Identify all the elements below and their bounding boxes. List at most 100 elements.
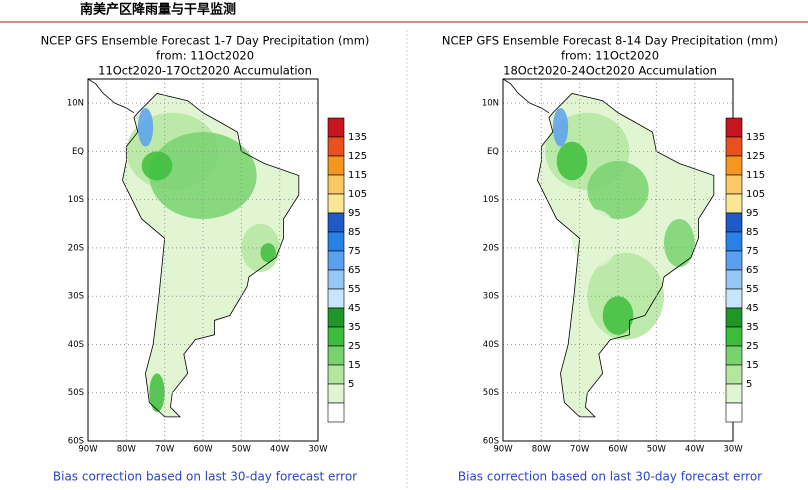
colorbar-label: 135 bbox=[348, 132, 367, 143]
lat-label: 50S bbox=[483, 388, 499, 398]
colorbar-swatch bbox=[327, 402, 345, 423]
panel-title: NCEP GFS Ensemble Forecast 8-14 Day Prec… bbox=[442, 34, 778, 48]
colorbar-label: 45 bbox=[348, 303, 361, 314]
colorbar-swatch bbox=[725, 193, 743, 214]
colorbar-swatch bbox=[327, 307, 345, 328]
colorbar-label: 95 bbox=[746, 208, 759, 219]
colorbar-swatch bbox=[327, 136, 345, 157]
rain-area bbox=[587, 161, 649, 219]
lon-label: 40W bbox=[685, 445, 705, 455]
colorbar-swatch bbox=[327, 288, 345, 309]
colorbar-label: 15 bbox=[746, 360, 759, 371]
colorbar-label: 35 bbox=[348, 322, 361, 333]
lat-label: EQ bbox=[487, 147, 499, 157]
colorbar-swatch bbox=[725, 117, 743, 138]
lat-label: 30S bbox=[483, 292, 499, 302]
lat-label: 20S bbox=[68, 243, 84, 253]
colorbar-label: 85 bbox=[348, 227, 361, 238]
colorbar-label: 125 bbox=[746, 151, 765, 162]
colorbar-label: 135 bbox=[746, 132, 765, 143]
lat-label: EQ bbox=[72, 147, 84, 157]
map-frame bbox=[87, 78, 319, 442]
rain-area bbox=[556, 141, 588, 181]
colorbar-swatch bbox=[327, 231, 345, 252]
footnote: Bias correction based on last 30-day for… bbox=[53, 470, 357, 484]
footnote: Bias correction based on last 30-day for… bbox=[458, 470, 762, 484]
rain-area bbox=[552, 107, 569, 147]
colorbar-swatch bbox=[327, 117, 345, 138]
colorbar-label: 105 bbox=[348, 189, 367, 200]
colorbar-swatch bbox=[725, 345, 743, 366]
colorbar-swatch bbox=[327, 383, 345, 404]
lon-label: 30W bbox=[308, 445, 328, 455]
colorbar-swatch bbox=[327, 269, 345, 290]
lat-label: 10S bbox=[68, 195, 84, 205]
colorbar-label: 75 bbox=[348, 246, 361, 257]
lon-label: 80W bbox=[532, 445, 552, 455]
colorbar-swatch bbox=[327, 345, 345, 366]
colorbar-swatch bbox=[327, 364, 345, 385]
colorbar-swatch bbox=[327, 193, 345, 214]
colorbar-swatch bbox=[327, 174, 345, 195]
colorbar-label: 115 bbox=[348, 170, 367, 181]
colorbar-swatch bbox=[327, 250, 345, 271]
lon-label: 50W bbox=[647, 445, 667, 455]
map bbox=[88, 79, 300, 418]
colorbar-label: 35 bbox=[746, 322, 759, 333]
lon-label: 80W bbox=[117, 445, 137, 455]
colorbar-label: 95 bbox=[348, 208, 361, 219]
rain-area bbox=[137, 107, 154, 147]
lon-label: 70W bbox=[155, 445, 175, 455]
colorbar-label: 45 bbox=[746, 303, 759, 314]
colorbar-swatch bbox=[725, 136, 743, 157]
panel-title: NCEP GFS Ensemble Forecast 1-7 Day Preci… bbox=[41, 34, 370, 48]
colorbar-swatch bbox=[725, 174, 743, 195]
lat-label: 40S bbox=[68, 340, 84, 350]
colorbar-label: 115 bbox=[746, 170, 765, 181]
coastline bbox=[503, 79, 550, 114]
colorbar-label: 85 bbox=[746, 227, 759, 238]
rain-area bbox=[572, 209, 618, 268]
colorbar-swatch bbox=[725, 288, 743, 309]
colorbar-swatch bbox=[725, 383, 743, 404]
coastline bbox=[88, 79, 135, 114]
header-title: 南美产区降雨量与干旱监测 bbox=[80, 2, 236, 18]
colorbar-label: 15 bbox=[348, 360, 361, 371]
colorbar-label: 65 bbox=[746, 265, 759, 276]
lon-label: 30W bbox=[723, 445, 743, 455]
lat-label: 10N bbox=[482, 99, 499, 109]
lat-label: 30S bbox=[68, 292, 84, 302]
colorbar-label: 5 bbox=[348, 379, 354, 390]
colorbar-swatch bbox=[327, 212, 345, 233]
colorbar-label: 125 bbox=[348, 151, 367, 162]
rain-area bbox=[664, 218, 695, 268]
colorbar-swatch bbox=[327, 155, 345, 176]
lon-label: 90W bbox=[78, 445, 98, 455]
colorbar-label: 105 bbox=[746, 189, 765, 200]
colorbar-swatch bbox=[725, 155, 743, 176]
lat-label: 10S bbox=[483, 195, 499, 205]
lon-label: 60W bbox=[193, 445, 213, 455]
lat-label: 20S bbox=[483, 243, 499, 253]
panel-title: 11Oct2020-17Oct2020 Accumulation bbox=[98, 64, 312, 78]
panel-title: 18Oct2020-24Oct2020 Accumulation bbox=[503, 64, 717, 78]
colorbar-label: 25 bbox=[348, 341, 361, 352]
panel-title: from: 11Oct2020 bbox=[156, 49, 254, 63]
panel-title: from: 11Oct2020 bbox=[561, 49, 659, 63]
lat-label: 40S bbox=[483, 340, 499, 350]
map bbox=[503, 79, 715, 418]
rain-area bbox=[164, 218, 211, 277]
rain-area bbox=[141, 151, 173, 181]
colorbar-label: 25 bbox=[746, 341, 759, 352]
colorbar-swatch bbox=[725, 269, 743, 290]
lat-label: 10N bbox=[67, 99, 84, 109]
lon-label: 70W bbox=[570, 445, 590, 455]
colorbar-label: 65 bbox=[348, 265, 361, 276]
colorbar-swatch bbox=[725, 212, 743, 233]
colorbar-swatch bbox=[725, 326, 743, 347]
colorbar-swatch bbox=[725, 231, 743, 252]
lon-label: 40W bbox=[270, 445, 290, 455]
colorbar-swatch bbox=[327, 326, 345, 347]
